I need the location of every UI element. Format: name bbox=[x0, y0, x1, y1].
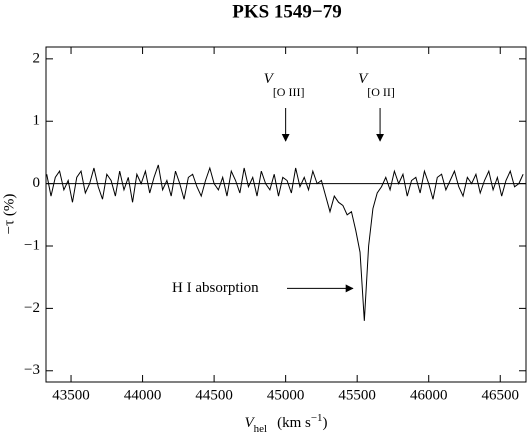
x-label-end: ) bbox=[323, 415, 328, 431]
velocity-label-sub: [O II] bbox=[367, 85, 395, 99]
spectrum-line bbox=[46, 164, 524, 321]
x-tick-label: 45000 bbox=[267, 387, 305, 403]
x-tick-label: 44000 bbox=[124, 387, 162, 403]
velocity-label-main: V bbox=[264, 71, 275, 87]
y-tick-label: 0 bbox=[33, 175, 41, 191]
x-tick-label: 46000 bbox=[410, 387, 448, 403]
velocity-label: V[O II] bbox=[358, 71, 395, 98]
x-tick-label: 46500 bbox=[481, 387, 519, 403]
y-axis-label: −τ (%) bbox=[1, 194, 17, 235]
y-tick-label: 2 bbox=[33, 50, 41, 66]
velocity-label-sub: [O III] bbox=[273, 85, 305, 99]
x-tick-label: 44500 bbox=[195, 387, 233, 403]
y-tick-label: −3 bbox=[24, 362, 40, 378]
y-tick-label: −1 bbox=[24, 237, 40, 253]
chart-title: PKS 1549−79 bbox=[232, 1, 342, 22]
velocity-label: V[O III] bbox=[264, 71, 305, 98]
y-tick-label: 1 bbox=[33, 113, 41, 129]
y-tick-label: −2 bbox=[24, 300, 40, 316]
absorption-label: H I absorption bbox=[172, 280, 259, 296]
x-label-sup: −1 bbox=[311, 412, 323, 424]
x-tick-label: 43500 bbox=[52, 387, 90, 403]
x-tick-label: 45500 bbox=[338, 387, 376, 403]
velocity-label-main: V bbox=[358, 71, 369, 87]
x-axis-label: Vhel (km s−1) bbox=[244, 412, 327, 435]
x-label-sub: hel bbox=[254, 423, 267, 435]
x-label-unit: (km s bbox=[277, 415, 311, 431]
x-label-main: V bbox=[244, 415, 255, 431]
